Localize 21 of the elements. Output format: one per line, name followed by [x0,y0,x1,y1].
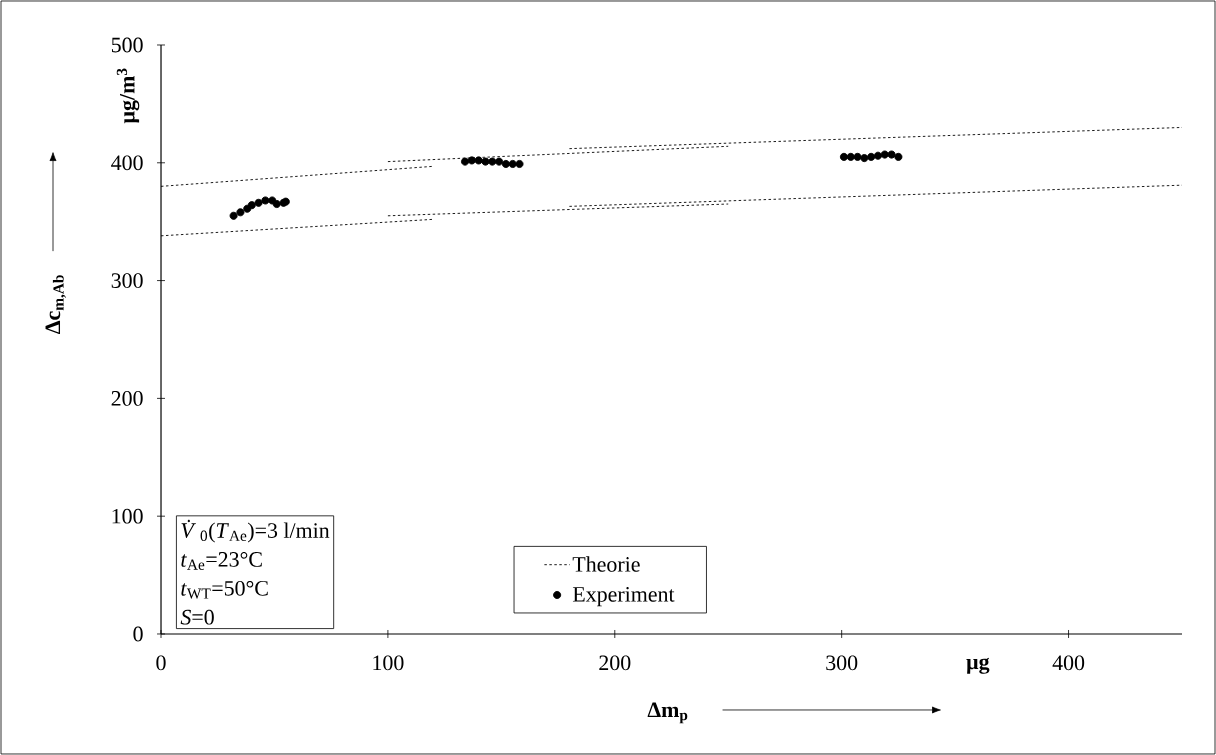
x-tick-label: 300 [826,655,858,671]
y-tick-label: 0 [133,626,143,642]
x-tick-label: 0 [156,655,166,671]
x-tick-label: 200 [599,655,631,671]
text: µg [966,657,990,674]
legend-label: Theorie [572,556,640,572]
y-tick-label: 500 [111,37,143,53]
x-axis-title: Δm$_{p}$ [647,702,688,724]
y-tick-label: 400 [111,155,143,171]
x-tick-label: 400 [1052,655,1085,671]
annotation: t$_{WT}$=50°C [181,580,268,599]
y-tick-label: 300 [111,273,143,288]
x-tick-label: 100 [373,655,404,671]
y-tick-label: 200 [111,390,143,406]
annotation: S=0 [180,609,214,625]
annotation: V̇$_{0}$(T$_{Ae}$)=3 l/min [181,519,330,543]
text: µg/m$^{3}$ [116,68,140,124]
legend-label: Experiment [572,587,675,607]
y-axis-title: Δc$_{m,Ab}$ [45,275,66,334]
y-tick-label: 100 [112,508,143,524]
annotation: t$_{Ae}$=23°C [181,552,262,570]
